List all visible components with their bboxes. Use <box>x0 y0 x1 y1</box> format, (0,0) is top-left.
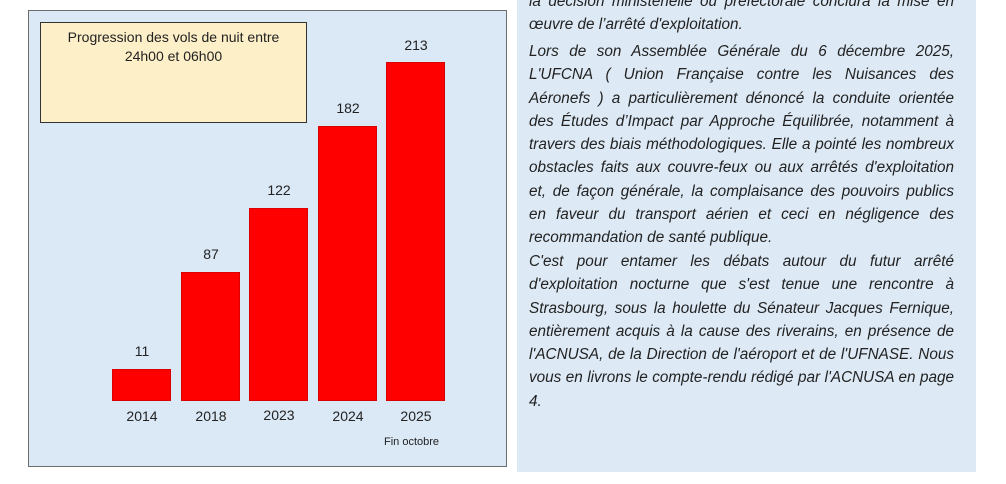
chart-title-line-2: 24h00 et 06h00 <box>124 48 223 64</box>
bar-2018 <box>181 272 240 401</box>
category-label: 2018 <box>195 408 227 424</box>
bar-2024 <box>318 126 377 401</box>
category-label: 2025 <box>400 408 432 424</box>
article-paragraph: Lors de son Assemblée Générale du 6 déce… <box>529 43 954 247</box>
bar-2025 <box>386 62 445 401</box>
chart-note: Fin octobre <box>384 436 440 448</box>
article-text-panel: la décision ministérielle ou préfectoral… <box>517 0 976 472</box>
value-label: 122 <box>267 182 291 198</box>
value-label: 182 <box>336 100 360 116</box>
value-label: 213 <box>404 37 428 53</box>
category-label: 2024 <box>332 408 364 424</box>
category-label: 2014 <box>126 408 158 424</box>
chart-title-line-1: Progression des vols de nuit entre <box>67 29 280 45</box>
bar-2023 <box>249 208 308 401</box>
article-paragraph: la décision ministérielle ou préfectoral… <box>529 0 954 34</box>
category-label: 2023 <box>263 407 295 423</box>
chart-title-box: Progression des vols de nuit entre 24h00… <box>40 22 307 123</box>
value-label: 87 <box>203 246 219 262</box>
bar-2014 <box>112 369 171 401</box>
article-paragraph: C'est pour entamer les débats autour du … <box>529 253 954 410</box>
value-label: 11 <box>134 343 150 359</box>
